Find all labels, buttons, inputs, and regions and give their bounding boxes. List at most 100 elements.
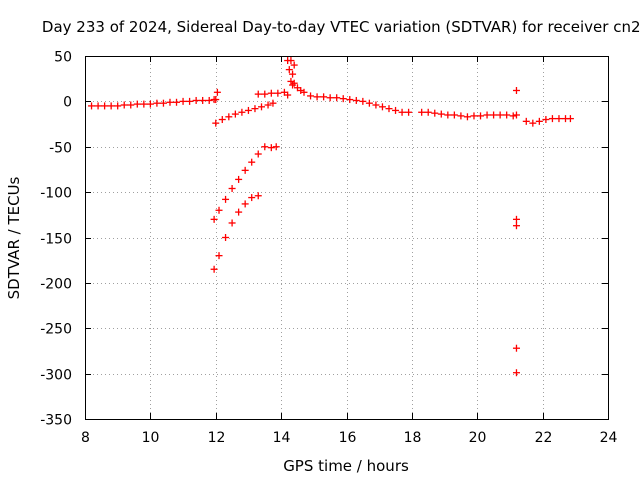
data-point (463, 113, 471, 121)
y-tick-label: -300 (40, 368, 72, 384)
data-point (372, 101, 380, 109)
data-point (254, 90, 262, 98)
data-point (477, 112, 485, 120)
data-point (192, 96, 200, 104)
data-point (94, 102, 102, 110)
data-points (88, 57, 574, 377)
x-tick-label: 24 (600, 430, 618, 446)
data-point (535, 117, 543, 125)
data-point (153, 99, 161, 107)
data-point (300, 88, 308, 96)
x-tick-label: 12 (208, 430, 226, 446)
data-point (248, 158, 256, 166)
y-tick-label: -50 (49, 141, 72, 157)
data-point (179, 97, 187, 105)
x-tick-label: 8 (81, 430, 90, 446)
data-point (133, 100, 141, 108)
data-point (326, 94, 334, 102)
data-point (213, 88, 221, 96)
data-point (548, 115, 556, 123)
data-point (88, 102, 96, 110)
data-point (274, 89, 282, 97)
data-point (107, 102, 115, 110)
data-point (210, 265, 218, 273)
data-point (248, 194, 256, 202)
data-point (258, 103, 266, 111)
data-point (140, 100, 148, 108)
data-point (261, 90, 269, 98)
data-point (470, 112, 478, 120)
data-point (365, 99, 373, 107)
data-point (215, 252, 223, 260)
data-point (225, 113, 233, 121)
data-point (313, 93, 321, 101)
data-point (228, 184, 236, 192)
data-point (359, 97, 367, 105)
chart-title: Day 233 of 2024, Sidereal Day-to-day VTE… (42, 18, 640, 36)
data-point (127, 101, 135, 109)
data-point (186, 97, 194, 105)
data-point (101, 102, 109, 110)
data-point (529, 119, 537, 127)
plot-frame (85, 56, 609, 420)
data-point (339, 95, 347, 103)
data-point (238, 108, 246, 116)
y-tick-label: -100 (40, 186, 72, 202)
x-tick-label: 14 (273, 430, 291, 446)
data-point (244, 106, 252, 114)
data-point (264, 101, 272, 109)
data-point (212, 119, 220, 127)
y-tick-label: -350 (40, 413, 72, 429)
data-point (512, 86, 520, 94)
data-point (522, 117, 530, 125)
data-point (483, 111, 491, 119)
data-point (496, 111, 504, 119)
data-point (199, 96, 207, 104)
data-point (512, 111, 520, 119)
data-point (290, 79, 298, 87)
data-point (173, 98, 181, 106)
data-point (159, 99, 167, 107)
data-point (287, 57, 295, 65)
data-point (284, 91, 292, 99)
data-point (512, 344, 520, 352)
data-point (290, 61, 298, 69)
data-point (392, 106, 400, 114)
data-point (254, 192, 262, 200)
data-point (285, 66, 293, 74)
y-tick-label: 0 (63, 95, 72, 111)
data-point (222, 195, 230, 203)
y-tick-label: -150 (40, 232, 72, 248)
data-point (512, 215, 520, 223)
data-point (542, 116, 550, 124)
data-point (320, 93, 328, 101)
data-point (512, 369, 520, 377)
data-point (509, 112, 517, 120)
data-point (398, 108, 406, 116)
data-point (512, 222, 520, 230)
data-point (490, 111, 498, 119)
x-tick-label: 10 (142, 430, 160, 446)
y-tick-label: -250 (40, 322, 72, 338)
data-point (235, 208, 243, 216)
data-point (503, 111, 511, 119)
data-point (346, 96, 354, 104)
data-point (241, 166, 249, 174)
y-tick-label: 50 (54, 50, 72, 66)
data-point (450, 111, 458, 119)
data-point (272, 143, 280, 151)
data-point (261, 143, 269, 151)
data-point (378, 103, 386, 111)
data-point (114, 102, 122, 110)
data-point (120, 101, 128, 109)
x-tick-label: 16 (339, 430, 357, 446)
axis-ticks: 8 10 12 14 16 18 20 22 24 50 0 -50 -100 -150 -200 -250 -… (40, 50, 617, 447)
grid-lines (85, 56, 608, 419)
data-point (424, 108, 432, 116)
data-point (146, 100, 154, 108)
data-point (418, 108, 426, 116)
data-point (222, 234, 230, 241)
data-point (215, 206, 223, 214)
data-point (289, 70, 297, 78)
